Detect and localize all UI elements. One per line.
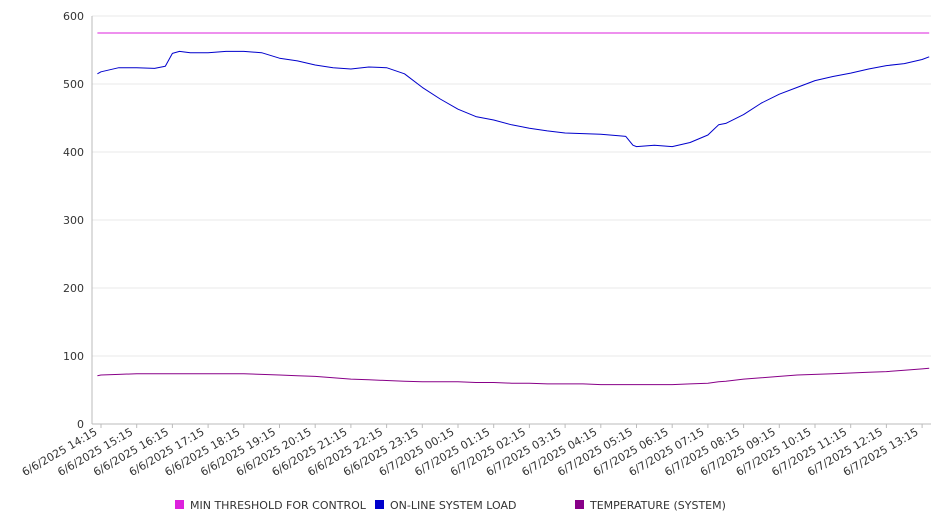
axes [91,16,931,425]
y-tick-label: 100 [63,350,84,363]
x-axis-ticks: 6/6/2025 14:156/6/2025 15:156/6/2025 16:… [20,424,923,479]
y-tick-label: 600 [63,10,84,23]
y-tick-label: 400 [63,146,84,159]
legend-label: ON-LINE SYSTEM LOAD [390,499,516,512]
legend: MIN THRESHOLD FOR CONTROL ON-LINE SYSTEM … [175,499,726,512]
legend-label: TEMPERATURE (SYSTEM) [589,499,726,512]
y-tick-label: 200 [63,282,84,295]
grid-lines [92,15,931,357]
legend-item: TEMPERATURE (SYSTEM) [575,499,726,512]
series-lines [97,32,930,386]
legend-item: MIN THRESHOLD FOR CONTROL [175,499,367,512]
legend-swatch [175,500,184,509]
y-axis-ticks: 0 100 200 300 400 500 600 [63,10,84,431]
y-tick-label: 0 [77,418,84,431]
series-line-on-line-system-load [97,50,930,148]
y-tick-label: 300 [63,214,84,227]
legend-item: ON-LINE SYSTEM LOAD [375,499,516,512]
series-line-temperature-system [97,367,930,386]
legend-label: MIN THRESHOLD FOR CONTROL [190,499,367,512]
legend-swatch [575,500,584,509]
y-tick-label: 500 [63,78,84,91]
legend-swatch [375,500,384,509]
